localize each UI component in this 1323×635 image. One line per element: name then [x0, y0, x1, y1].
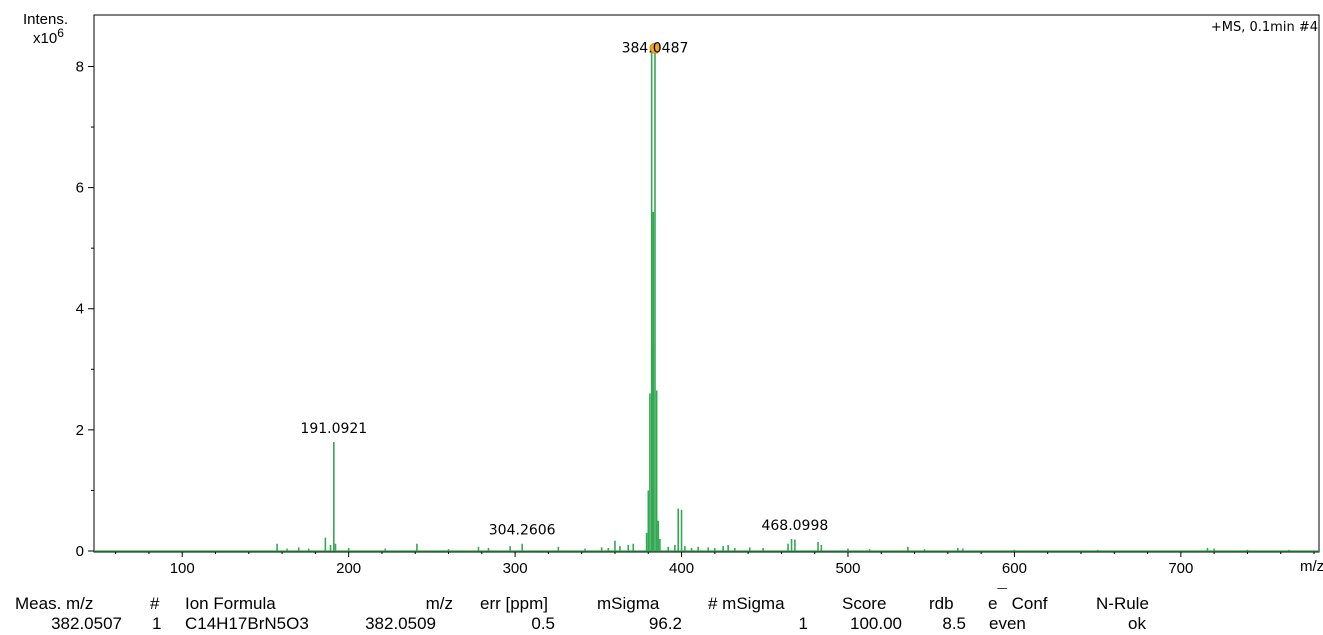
value-meas-mz: 382.0507 [51, 614, 122, 633]
header-mz: m/z [425, 594, 453, 613]
x-tick-label: 200 [336, 560, 361, 577]
header-e-conf: e¯ Conf [988, 586, 1048, 613]
y-tick-label: 0 [76, 543, 84, 560]
value-mz: 382.0509 [365, 614, 436, 633]
x-axis-label: m/z [1300, 558, 1323, 575]
base-peak-marker [649, 42, 661, 54]
value-num-msigma: 1 [798, 614, 808, 633]
value-e-conf: even [989, 614, 1026, 633]
y-tick-label: 2 [76, 422, 84, 439]
y-tick-label: 6 [76, 180, 84, 197]
header-score: Score [842, 594, 887, 613]
y-tick-label: 8 [76, 58, 84, 75]
x-tick-label: 400 [669, 560, 694, 577]
peak-label: 468.0998 [761, 518, 828, 534]
y-tick-label: 4 [76, 301, 84, 318]
y-axis-label: Intens. [23, 11, 68, 28]
header-rdb: rdb [929, 594, 954, 613]
spectrum-peaks [276, 48, 1290, 551]
value-msigma: 96.2 [648, 614, 682, 633]
value-ion-formula: C14H17BrN5O3 [185, 614, 309, 633]
y-axis-title: Intens. x106 [23, 11, 68, 47]
peak-label: 191.0921 [300, 421, 367, 437]
peak-label: 304.2606 [489, 523, 556, 539]
value-number: 1 [152, 614, 162, 633]
plot-frame [93, 14, 1320, 553]
value-rdb: 8.5 [942, 614, 966, 633]
x-tick-label: 300 [503, 560, 528, 577]
y-axis: 0 2 4 6 8 [76, 58, 94, 560]
scan-label: +MS, 0.1min #4 [1211, 20, 1318, 35]
x-tick-label: 600 [1002, 560, 1027, 577]
formula-results-table: Meas. m/z # Ion Formula m/z err [ppm] mS… [0, 586, 1323, 635]
value-score: 100.00 [850, 614, 902, 633]
x-tick-label: 100 [170, 560, 195, 577]
header-err-ppm: err [ppm] [480, 594, 549, 613]
value-err-ppm: 0.5 [531, 614, 555, 633]
value-n-rule: ok [1128, 614, 1146, 633]
header-meas-mz: Meas. m/z [15, 594, 94, 613]
mass-spectrum-chart: Intens. x106 +MS, 0.1min #4 0 2 4 6 8 100 200… [23, 11, 1323, 577]
y-axis-multiplier: x106 [33, 26, 64, 47]
x-tick-label: 700 [1168, 560, 1193, 577]
x-axis: 100 200 300 400 500 600 700 [115, 551, 1315, 577]
peak-annotations: 384.0487 191.0921 304.2606 468.0998 [300, 40, 828, 538]
x-tick-label: 500 [835, 560, 860, 577]
header-num-msigma: # mSigma [708, 594, 785, 613]
peak-label: 384.0487 [622, 40, 689, 56]
header-number: # [150, 594, 160, 613]
header-n-rule: N-Rule [1096, 594, 1149, 613]
header-msigma: mSigma [597, 594, 660, 613]
header-ion-formula: Ion Formula [185, 594, 276, 613]
